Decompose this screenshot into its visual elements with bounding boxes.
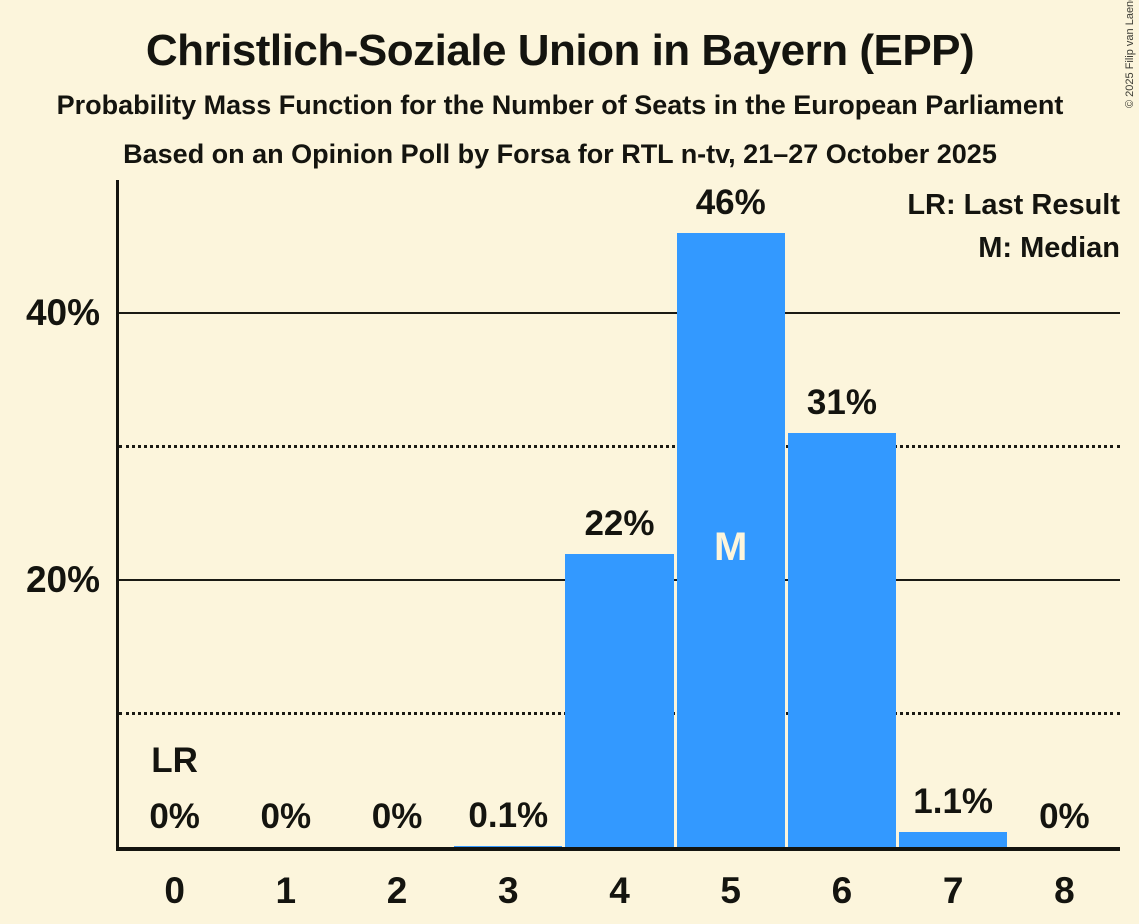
bar-value-label-seat-8: 0% xyxy=(1039,797,1090,836)
x-axis-label-seat-6: 6 xyxy=(831,870,853,911)
bar-value-label-seat-5: 46% xyxy=(695,183,766,223)
bar-value-label-seat-1: 0% xyxy=(260,797,312,836)
x-axis-label-seat-8: 8 xyxy=(1054,870,1075,911)
bar-seat-5 xyxy=(676,233,785,847)
x-axis-label-seat-7: 7 xyxy=(942,870,964,911)
chart-subtitle-poll: Based on an Opinion Poll by Forsa for RT… xyxy=(123,139,997,169)
bar-seat-4 xyxy=(565,553,674,847)
bar-value-label-seat-3: 0.1% xyxy=(468,795,549,835)
x-axis-label-seat-1: 1 xyxy=(275,870,297,911)
chart-subtitle-pmf: Probability Mass Function for the Number… xyxy=(56,90,1064,120)
bar-seat-6 xyxy=(787,433,896,847)
plot-area: 0% 0% 0% 0.1% 22% 46% 31% 1.1% 0% LR M xyxy=(116,180,1120,851)
median-marker: M xyxy=(714,525,748,569)
legend-median: M: Median xyxy=(978,232,1120,264)
legend-last-result: LR: Last Result xyxy=(907,189,1120,221)
bar-value-label-seat-7: 1.1% xyxy=(913,782,994,822)
x-axis-label-seat-5: 5 xyxy=(720,870,741,911)
x-axis-label-seat-2: 2 xyxy=(386,870,408,911)
x-axis-label-seat-0: 0 xyxy=(164,870,185,911)
bar-value-label-seat-6: 31% xyxy=(806,383,877,423)
gridline-dotted-30pct xyxy=(119,445,1120,449)
bar-value-label-seat-2: 0% xyxy=(371,797,423,836)
bar-value-label-seat-4: 22% xyxy=(584,503,655,543)
bar-value-label-seat-0: 0% xyxy=(149,797,200,836)
copyright-notice: © 2025 Filip van Laenen xyxy=(1124,0,1136,108)
x-axis-label-seat-4: 4 xyxy=(609,870,630,911)
bar-seat-3 xyxy=(454,845,563,847)
bar-seat-7 xyxy=(899,832,1008,847)
gridline-40pct xyxy=(119,312,1120,315)
y-axis-label-40pct: 40% xyxy=(25,292,100,334)
y-axis-label-20pct: 20% xyxy=(25,559,100,601)
x-axis-label-seat-3: 3 xyxy=(497,870,519,911)
chart-legend: LR: Last Result M: Median xyxy=(907,184,1120,270)
last-result-marker: LR xyxy=(151,741,198,780)
chart-title: Christlich-Soziale Union in Bayern (EPP) xyxy=(145,26,975,75)
